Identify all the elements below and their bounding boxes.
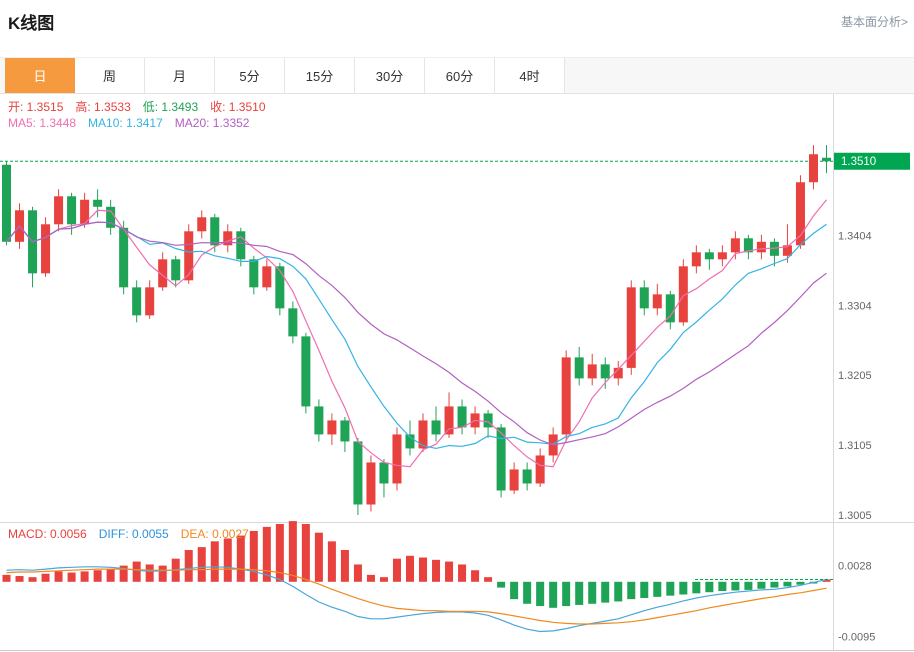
tab-日[interactable]: 日: [5, 58, 75, 93]
fundamental-analysis-link[interactable]: 基本面分析>: [840, 15, 908, 29]
page-title: K线图: [8, 14, 55, 33]
interval-tabs: 日周月 5分 15分 30分 60分 4时: [0, 57, 914, 94]
tab-5分[interactable]: 5分: [215, 58, 285, 93]
tab-4时[interactable]: 4时: [495, 58, 565, 93]
tab-30分[interactable]: 30分: [355, 58, 425, 93]
tab-月[interactable]: 月: [145, 58, 215, 93]
tab-60分[interactable]: 60分: [425, 58, 495, 93]
chart-region[interactable]: [0, 94, 914, 652]
tab-周[interactable]: 周: [75, 58, 145, 93]
header: K线图 基本面分析>: [0, 0, 914, 56]
tab-15分[interactable]: 15分: [285, 58, 355, 93]
